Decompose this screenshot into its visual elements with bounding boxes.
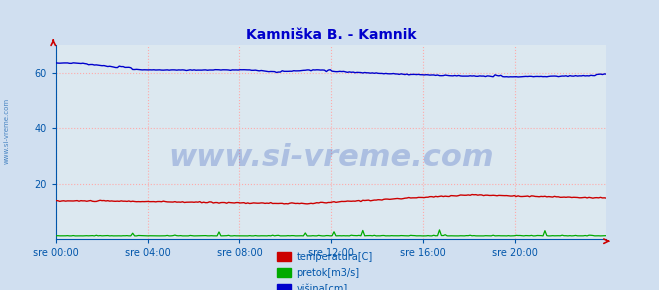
Title: Kamniška B. - Kamnik: Kamniška B. - Kamnik (246, 28, 416, 42)
Text: www.si-vreme.com: www.si-vreme.com (3, 97, 10, 164)
Text: pretok[m3/s]: pretok[m3/s] (297, 268, 360, 278)
Text: temperatura[C]: temperatura[C] (297, 252, 373, 262)
Text: www.si-vreme.com: www.si-vreme.com (168, 143, 494, 172)
Text: višina[cm]: višina[cm] (297, 283, 348, 290)
